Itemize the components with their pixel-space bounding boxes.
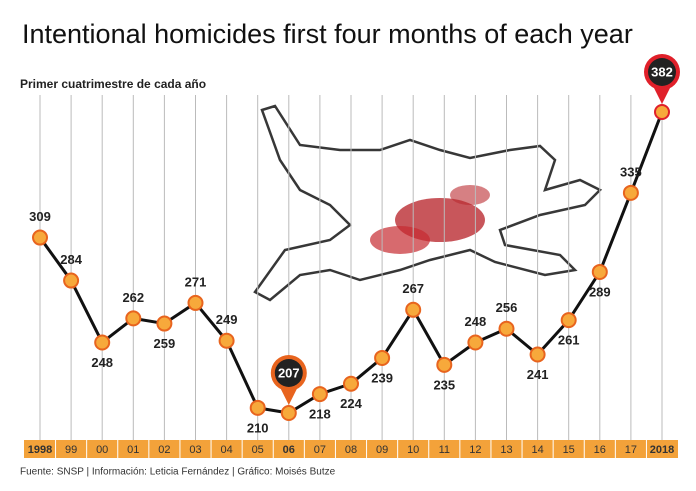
value-label: 239 <box>371 370 393 385</box>
footer: Fuente: SNSP | Información: Leticia Fern… <box>20 467 336 478</box>
value-label: 289 <box>589 284 611 299</box>
x-tick-label: 13 <box>500 444 512 456</box>
x-tick-label: 07 <box>314 444 326 456</box>
x-tick-label: 06 <box>283 444 295 456</box>
x-tick-label: 99 <box>65 444 77 456</box>
value-label: 256 <box>496 300 518 315</box>
callout-pin <box>653 86 671 104</box>
value-label: 248 <box>465 314 487 329</box>
marker <box>374 349 391 366</box>
value-label: 261 <box>558 333 580 348</box>
value-label: 262 <box>122 290 144 305</box>
x-tick-label: 17 <box>625 444 637 456</box>
subtitle: Primer cuatrimestre de cada año <box>20 77 206 91</box>
marker <box>94 334 111 351</box>
value-label: 218 <box>309 407 331 422</box>
x-tick-label: 03 <box>189 444 201 456</box>
value-label: 267 <box>402 281 424 296</box>
marker <box>529 346 546 363</box>
marker <box>218 332 235 349</box>
marker <box>591 263 608 280</box>
marker <box>654 104 670 120</box>
x-tick-label: 02 <box>158 444 170 456</box>
marker <box>560 312 577 329</box>
value-label: 309 <box>29 209 51 224</box>
x-tick-label: 10 <box>407 444 419 456</box>
value-label: 207 <box>278 365 300 380</box>
value-label: 248 <box>91 355 113 370</box>
marker <box>622 184 639 201</box>
marker <box>467 334 484 351</box>
x-tick-label: 04 <box>220 444 232 456</box>
x-tick-label: 14 <box>531 444 543 456</box>
value-label: 235 <box>433 377 455 392</box>
x-tick-label: 09 <box>376 444 388 456</box>
value-label: 224 <box>340 396 362 411</box>
x-tick-label: 11 <box>439 444 450 456</box>
x-tick-label: 05 <box>252 444 264 456</box>
value-label: 382 <box>651 64 673 79</box>
value-label: 241 <box>527 367 549 382</box>
marker <box>405 301 422 318</box>
callout-pin <box>279 387 298 405</box>
marker <box>436 356 453 373</box>
marker <box>32 229 48 246</box>
marker <box>498 320 515 337</box>
x-tick-label: 1998 <box>28 444 52 456</box>
decoration <box>253 104 603 302</box>
x-tick-label: 12 <box>469 444 481 456</box>
callout-bubble <box>274 359 303 387</box>
x-axis-band <box>24 440 678 458</box>
marker <box>311 386 328 403</box>
value-label: 259 <box>154 336 176 351</box>
value-label: 249 <box>216 312 238 327</box>
marker <box>156 315 173 332</box>
callout-bubble <box>648 58 676 86</box>
value-label: 284 <box>60 252 82 267</box>
x-tick-label: 2018 <box>650 444 674 456</box>
value-label: 335 <box>620 164 642 179</box>
marker <box>280 405 297 421</box>
value-label: 210 <box>247 420 269 435</box>
x-tick-label: 15 <box>563 444 575 456</box>
x-tick-label: 00 <box>96 444 108 456</box>
marker <box>249 399 266 416</box>
x-tick-label: 01 <box>127 444 139 456</box>
marker <box>63 272 80 289</box>
x-tick-label: 16 <box>594 444 606 456</box>
marker <box>343 375 359 392</box>
x-tick-label: 08 <box>345 444 357 456</box>
chart-title: Intentional homicides first four months … <box>22 19 633 49</box>
marker <box>125 310 142 327</box>
marker <box>187 294 204 311</box>
value-label: 271 <box>185 274 207 289</box>
